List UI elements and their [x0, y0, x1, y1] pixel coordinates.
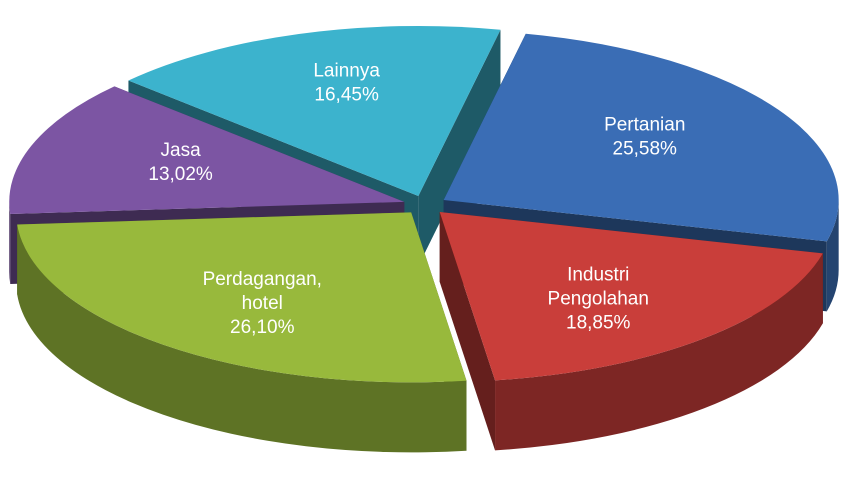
slice-label: Lainnya: [313, 61, 380, 82]
slice-value: 13,02%: [148, 164, 213, 185]
slice-side: [826, 199, 839, 312]
slice-side: [495, 253, 823, 451]
slice: [439, 212, 823, 381]
slice-side: [418, 29, 501, 266]
slice-label-line: Industri: [567, 265, 629, 286]
slice-label-line: Pengolahan: [548, 289, 649, 310]
slice-label: Industri Pengolahan: [548, 265, 649, 310]
slice-label-line: Lainnya: [313, 61, 380, 82]
slice-value: 25,58%: [613, 139, 678, 160]
slice: [439, 212, 823, 451]
slice-label: Pertanian: [604, 115, 685, 136]
slice: [9, 86, 405, 214]
slice-side: [17, 224, 467, 453]
slice-label: Perdagangan, hotel: [203, 269, 322, 314]
slice: [17, 212, 467, 453]
slice: [128, 25, 501, 196]
slice-value: 18,85%: [566, 313, 631, 334]
slice-side: [9, 201, 11, 284]
slice-label-line: hotel: [242, 293, 283, 314]
slice-label: Jasa: [161, 140, 202, 161]
slice-value: 26,10%: [230, 317, 295, 338]
slice-side: [439, 212, 496, 451]
slice: [17, 212, 467, 383]
slice: [443, 33, 839, 242]
slice-label-line: Pertanian: [604, 115, 685, 136]
slice-label-line: Perdagangan,: [203, 269, 322, 290]
slice-label-line: Jasa: [161, 140, 202, 161]
slice-value: 16,45%: [314, 85, 379, 106]
